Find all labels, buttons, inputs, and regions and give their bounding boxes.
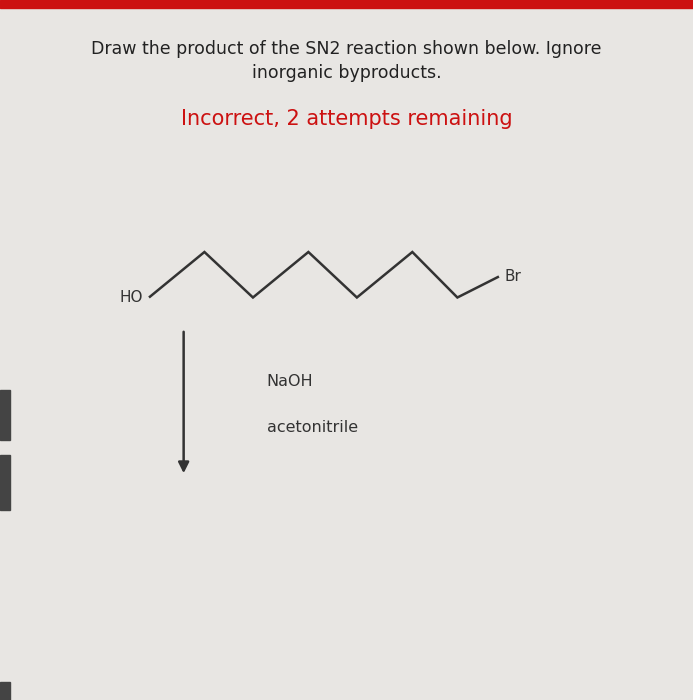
Text: Draw the product of the SN2 reaction shown below. Ignore: Draw the product of the SN2 reaction sho… xyxy=(91,40,602,58)
Text: HO: HO xyxy=(120,290,143,305)
Text: acetonitrile: acetonitrile xyxy=(267,419,358,435)
Text: Br: Br xyxy=(505,269,521,284)
Text: inorganic byproducts.: inorganic byproducts. xyxy=(252,64,441,83)
Text: Incorrect, 2 attempts remaining: Incorrect, 2 attempts remaining xyxy=(181,109,512,129)
Text: NaOH: NaOH xyxy=(267,374,313,389)
